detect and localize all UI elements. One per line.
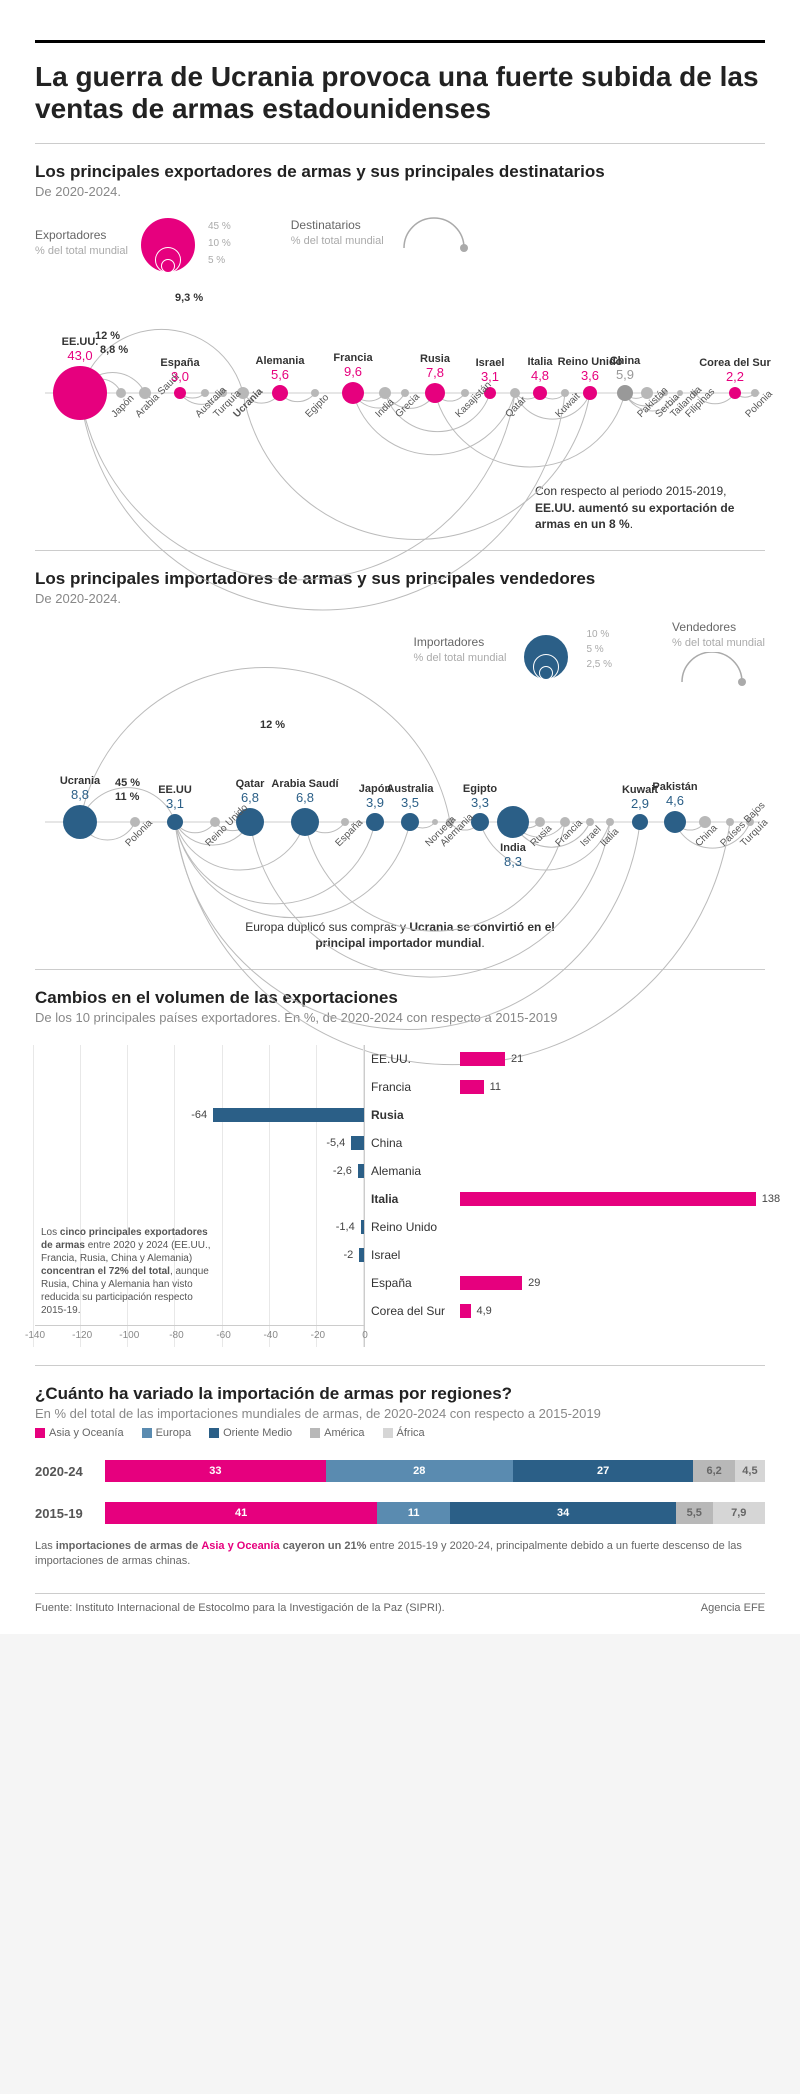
section3-subtitle: De los 10 principales países exportadore… (35, 1010, 765, 1025)
section-importers: Los principales importadores de armas y … (35, 569, 765, 951)
divider (35, 143, 765, 144)
section4-subtitle: En % del total de las importaciones mund… (35, 1406, 765, 1421)
section4-footnote: Las importaciones de armas de Asia y Oce… (35, 1539, 765, 1569)
legend-arc-icon (394, 213, 474, 253)
legend-sub: % del total mundial (35, 244, 128, 258)
page-title: La guerra de Ucrania provoca una fuerte … (35, 61, 765, 125)
section2-subtitle: De 2020-2024. (35, 591, 765, 606)
legend-destinations: Destinatarios % del total mundial (291, 213, 474, 253)
legend-size: 2,5 % (586, 657, 612, 672)
section1-callout: Con respecto al periodo 2015-2019, EE.UU… (535, 483, 765, 532)
legend-label: Importadores (414, 635, 507, 651)
section2-callout: Europa duplicó sus compras y Ucrania se … (240, 919, 560, 951)
legend-vendors: Vendedores % del total mundial (672, 620, 765, 692)
section1-title: Los principales exportadores de armas y … (35, 162, 765, 182)
section-regions: ¿Cuánto ha variado la importación de arm… (35, 1384, 765, 1569)
stacked-bar-chart: 2020-243328276,24,52015-194111345,57,9 (35, 1455, 765, 1529)
section1-legend: Exportadores % del total mundial 45 % 10… (35, 213, 765, 273)
diverging-bar-chart: -64-5,4-2,6-1,4-2Los cinco principales e… (35, 1045, 765, 1347)
section-export-changes: Cambios en el volumen de las exportacion… (35, 988, 765, 1347)
legend-exporters: Exportadores % del total mundial 45 % 10… (35, 213, 231, 273)
section-exporters: Los principales exportadores de armas y … (35, 162, 765, 532)
section2-title: Los principales importadores de armas y … (35, 569, 765, 589)
legend-arc-icon (672, 652, 752, 692)
section2-legend: Importadores % del total mundial 10 % 5 … (35, 620, 765, 692)
top-rule (35, 40, 765, 43)
arc-diagram-exporters: EE.UU.43,0JapónArabia SaudíEspaña3,0Aust… (35, 298, 765, 468)
legend-label: Exportadores (35, 228, 128, 244)
section4-title: ¿Cuánto ha variado la importación de arm… (35, 1384, 765, 1404)
legend-size: 45 % (208, 218, 231, 235)
legend-size: 10 % (208, 235, 231, 252)
section3-title: Cambios en el volumen de las exportacion… (35, 988, 765, 1008)
footer-agency: Agencia EFE (701, 1602, 765, 1614)
legend-sub: % del total mundial (414, 651, 507, 665)
legend-label: Vendedores (672, 620, 765, 636)
legend-size: 5 % (208, 252, 231, 269)
legend-circles (516, 620, 576, 680)
legend-sub: % del total mundial (291, 234, 384, 248)
legend-sub: % del total mundial (672, 636, 765, 650)
section1-subtitle: De 2020-2024. (35, 184, 765, 199)
footer: Fuente: Instituto Internacional de Estoc… (35, 1593, 765, 1614)
legend-size: 5 % (586, 642, 612, 657)
region-legend: Asia y OceaníaEuropaOriente MedioAmérica… (35, 1427, 765, 1439)
legend-size: 10 % (586, 627, 612, 642)
footer-source: Fuente: Instituto Internacional de Estoc… (35, 1602, 445, 1614)
legend-circles (138, 213, 198, 273)
legend-importers: Importadores % del total mundial 10 % 5 … (414, 620, 613, 680)
legend-label: Destinatarios (291, 218, 384, 234)
arc-diagram-importers: Ucrania8,8PoloniaEE.UU3,1Reino UnidoQata… (35, 717, 765, 907)
